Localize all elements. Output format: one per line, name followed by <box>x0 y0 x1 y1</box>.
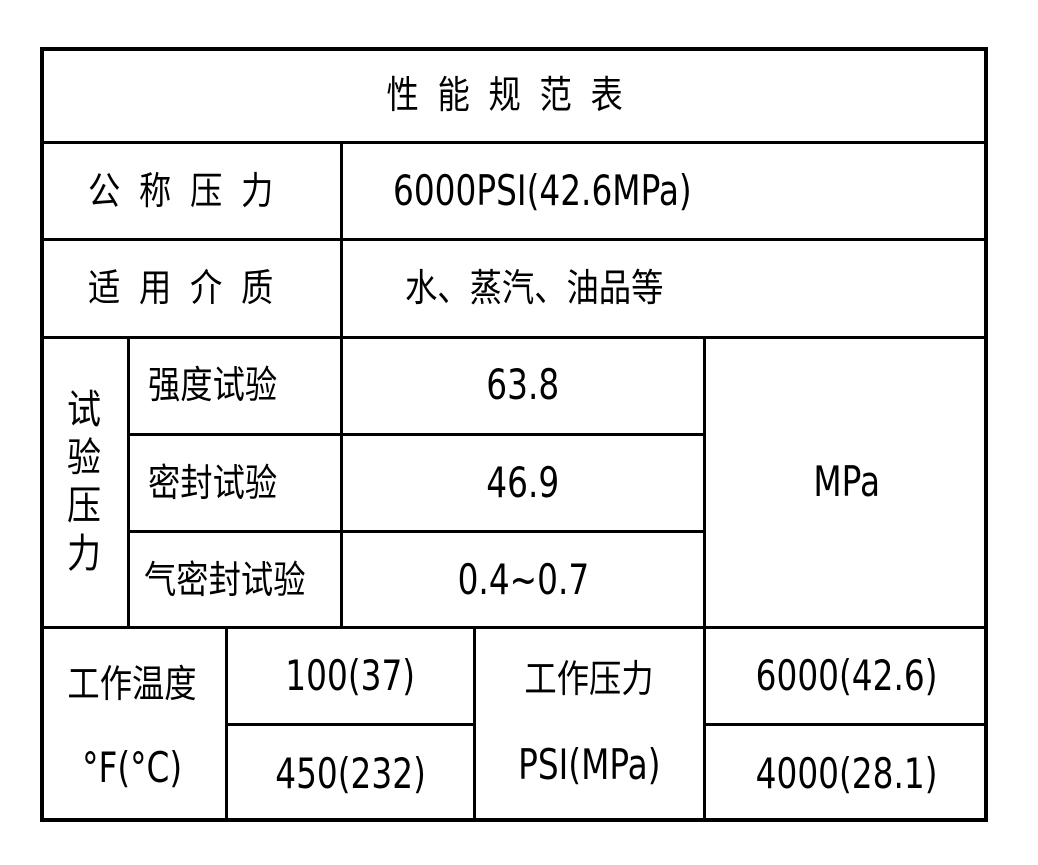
divider <box>40 626 988 629</box>
divider <box>128 530 705 533</box>
working-pressure-label: 工作压力 <box>476 629 703 729</box>
working-temp-unit: °F(°C) <box>40 718 225 818</box>
strength-test-value: 63.8 <box>343 337 703 433</box>
divider <box>226 723 475 726</box>
value-text: 0.4~0.7 <box>457 554 589 604</box>
divider <box>40 336 988 339</box>
divider <box>225 626 228 822</box>
divider <box>473 626 476 822</box>
value-text: 水、蒸汽、油品等 <box>405 266 664 310</box>
divider <box>705 723 988 726</box>
label-text: 工作压力 <box>524 657 655 701</box>
table-title: 性能规范表 <box>40 47 988 142</box>
label-text: 强度试验 <box>148 363 278 407</box>
label-char: 力 <box>66 531 101 577</box>
seal-test-label: 密封试验 <box>130 436 340 530</box>
label-char: 试 <box>66 387 101 433</box>
working-temp-value-1: 100(37) <box>228 629 473 723</box>
seal-test-value: 46.9 <box>343 436 703 530</box>
divider <box>40 238 988 241</box>
gas-seal-test-label: 气密封试验 <box>130 533 340 626</box>
unit-text: PSI(MPa) <box>518 740 661 789</box>
working-pressure-value-1: 6000(42.6) <box>706 629 988 723</box>
value-text: 46.9 <box>486 458 560 507</box>
title-text: 性能规范表 <box>386 72 642 117</box>
strength-test-label: 强度试验 <box>130 337 340 433</box>
label-char: 压 <box>66 483 101 529</box>
value-text: 6000PSI(42.6MPa) <box>393 165 692 215</box>
value-text: 6000(42.6) <box>756 651 938 700</box>
label-text: 气密封试验 <box>144 557 306 602</box>
value-text: 100(37) <box>285 651 416 700</box>
label-char: 验 <box>66 435 101 481</box>
working-temp-value-2: 450(232) <box>228 726 473 822</box>
label-text: 公称压力 <box>87 168 292 213</box>
label-text: 工作温度 <box>67 662 198 706</box>
nominal-pressure-value: 6000PSI(42.6MPa) <box>343 142 988 239</box>
label-text: 密封试验 <box>148 461 278 505</box>
working-pressure-unit: PSI(MPa) <box>476 715 703 815</box>
divider <box>40 141 988 144</box>
nominal-pressure-label: 公称压力 <box>40 142 340 239</box>
gas-seal-test-value: 0.4~0.7 <box>343 533 703 626</box>
unit-text: °F(°C) <box>82 743 183 792</box>
value-text: 4000(28.1) <box>756 749 938 798</box>
working-pressure-value-2: 4000(28.1) <box>706 726 988 822</box>
value-text: 450(232) <box>275 749 426 798</box>
test-pressure-label: 试 验 压 力 <box>40 337 127 627</box>
value-text: 63.8 <box>486 360 560 409</box>
test-pressure-unit: MPa <box>706 337 988 627</box>
divider <box>127 336 130 628</box>
medium-value: 水、蒸汽、油品等 <box>343 239 988 337</box>
label-text: 适用介质 <box>87 266 292 310</box>
divider <box>340 141 343 628</box>
divider <box>703 336 706 822</box>
working-temp-label: 工作温度 <box>40 629 225 739</box>
divider <box>128 433 705 436</box>
unit-text: MPa <box>813 457 881 506</box>
medium-label: 适用介质 <box>40 239 340 337</box>
spec-table <box>40 47 988 822</box>
